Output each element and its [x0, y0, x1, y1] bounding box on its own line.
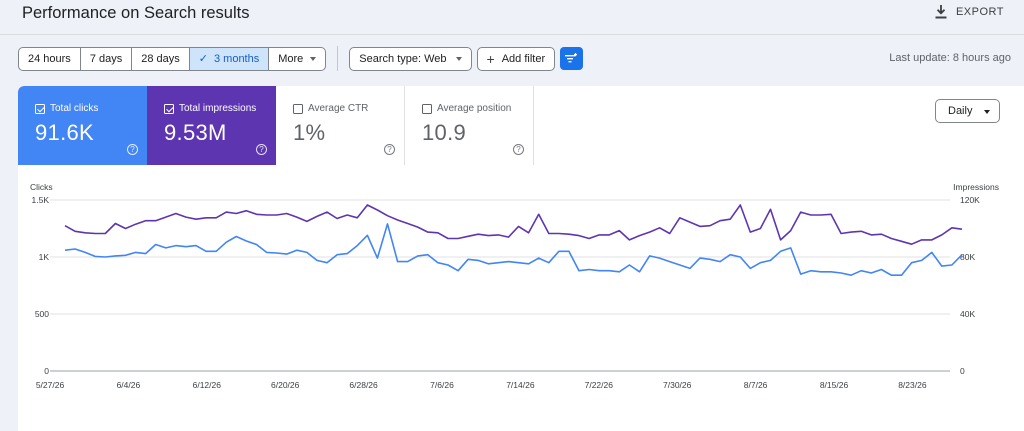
performance-line-chart: Clicks Impressions 1.5K 1K 500 0 120K 80K 40K…: [30, 182, 999, 390]
range-7-days-button[interactable]: 7 days: [81, 47, 133, 70]
left-axis-title: Clicks: [30, 182, 53, 192]
right-axis-tick-label: 120K: [960, 195, 980, 205]
page-title: Performance on Search results: [22, 4, 250, 22]
left-axis-tick-label: 1K: [39, 252, 50, 262]
metric-value: 1%: [293, 120, 326, 145]
metric-label: Total impressions: [179, 103, 257, 114]
caret-down-icon: [984, 110, 990, 114]
left-axis-tick-label: 500: [35, 309, 49, 319]
metric-value: 91.6K: [35, 120, 94, 145]
add-filter-button[interactable]: + Add filter: [476, 46, 556, 71]
checkbox-checked-icon[interactable]: [164, 103, 174, 114]
right-axis-title: Impressions: [953, 182, 999, 192]
x-axis-tick-label: 6/12/26: [193, 380, 222, 390]
metric-value: 9.53M: [164, 120, 227, 145]
checkbox-icon[interactable]: [293, 103, 303, 114]
checkbox-checked-icon[interactable]: [35, 103, 45, 114]
x-axis-tick-label: 6/20/26: [271, 380, 300, 390]
right-axis-tick-label: 0: [960, 366, 965, 376]
help-icon[interactable]: ?: [384, 144, 395, 155]
metric-average-position[interactable]: Average position 10.9 ?: [405, 86, 534, 165]
help-icon[interactable]: ?: [127, 144, 138, 155]
range-28-days-button[interactable]: 28 days: [132, 47, 190, 70]
export-button[interactable]: EXPORT: [935, 5, 1004, 19]
toolbar-divider: [337, 46, 339, 71]
metric-average-ctr[interactable]: Average CTR 1% ?: [276, 86, 405, 165]
caret-down-icon: [455, 56, 462, 61]
range-label: 24 hours: [28, 52, 71, 65]
left-axis-tick-label: 1.5K: [32, 195, 50, 205]
x-axis-tick-label: 8/7/26: [744, 380, 768, 390]
x-axis-tick-label: 6/28/26: [349, 380, 378, 390]
date-range-selector: 24 hours 7 days 28 days ✓ 3 months More: [18, 46, 327, 71]
x-axis-tick-label: 7/22/26: [585, 380, 614, 390]
range-24-hours-button[interactable]: 24 hours: [19, 47, 81, 70]
help-icon[interactable]: ?: [513, 144, 524, 155]
granularity-label: Daily: [948, 105, 973, 117]
clicks-series-line: [64, 223, 963, 276]
check-icon: ✓: [198, 53, 208, 65]
add-filter-label: Add filter: [501, 52, 546, 65]
performance-chart-card: Total clicks 91.6K ? Total impressions 9…: [18, 86, 1024, 431]
metric-label: Total clicks: [50, 103, 99, 114]
right-axis-tick-label: 80K: [960, 252, 975, 262]
left-axis-tick-label: 0: [44, 366, 49, 376]
metric-label: Average position: [437, 103, 512, 114]
impressions-series-line: [64, 204, 963, 245]
filter-bar: 24 hours 7 days 28 days ✓ 3 months More S…: [18, 46, 584, 71]
range-label: More: [278, 52, 304, 65]
x-axis-tick-label: 8/23/26: [898, 380, 927, 390]
help-icon[interactable]: ?: [256, 144, 267, 155]
plus-icon: +: [486, 50, 495, 67]
range-label: 3 months: [213, 52, 260, 65]
metric-value: 10.9: [422, 120, 467, 145]
range-3-months-button[interactable]: ✓ 3 months: [189, 47, 270, 70]
export-label: EXPORT: [955, 6, 1004, 18]
filter-settings-button[interactable]: [560, 47, 584, 70]
right-axis-tick-label: 40K: [960, 309, 975, 319]
filter-list-icon: [565, 53, 578, 63]
search-type-dropdown[interactable]: Search type: Web: [349, 46, 472, 71]
range-more-button[interactable]: More: [269, 48, 325, 70]
caret-down-icon: [310, 56, 317, 61]
metric-total-impressions[interactable]: Total impressions 9.53M ?: [147, 86, 276, 165]
x-axis-tick-label: 6/4/26: [117, 380, 141, 390]
last-update-text: Last update: 8 hours ago: [889, 52, 1011, 64]
header-divider: [0, 34, 1024, 35]
granularity-dropdown[interactable]: Daily: [935, 99, 1000, 123]
x-axis-tick-label: 5/27/26: [36, 380, 65, 390]
x-axis-tick-label: 7/30/26: [663, 380, 692, 390]
checkbox-icon[interactable]: [422, 103, 432, 114]
x-axis-tick-label: 7/6/26: [430, 380, 454, 390]
metric-label: Average CTR: [308, 103, 369, 114]
x-axis-tick-label: 8/15/26: [820, 380, 849, 390]
download-icon: [935, 5, 947, 19]
range-label: 7 days: [89, 52, 123, 65]
x-axis-tick-label: 7/14/26: [506, 380, 535, 390]
metric-tabs: Total clicks 91.6K ? Total impressions 9…: [18, 86, 534, 165]
search-type-label: Search type: Web: [359, 52, 447, 65]
metric-total-clicks[interactable]: Total clicks 91.6K ?: [18, 86, 147, 165]
range-label: 28 days: [141, 52, 180, 65]
